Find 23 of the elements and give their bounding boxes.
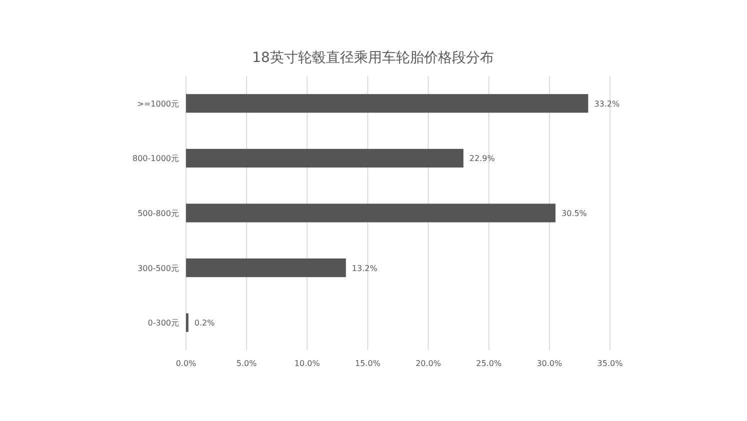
y-tick-label: 800-1000元 bbox=[132, 154, 179, 164]
data-label: 30.5% bbox=[561, 209, 588, 218]
y-tick-label: 300-500元 bbox=[138, 264, 179, 273]
data-label: 0.2% bbox=[194, 318, 216, 328]
bar bbox=[186, 94, 588, 113]
x-tick-label: 30.0% bbox=[536, 359, 563, 368]
data-label: 22.9% bbox=[469, 154, 496, 164]
x-tick-label: 10.0% bbox=[294, 359, 320, 368]
chart-title: 18英寸轮毂直径乘用车轮胎价格段分布 bbox=[252, 50, 494, 66]
bar bbox=[186, 148, 464, 168]
data-label: 33.2% bbox=[594, 99, 620, 108]
bar bbox=[186, 258, 346, 278]
bar bbox=[186, 204, 556, 222]
y-tick-label: 0-300元 bbox=[148, 318, 179, 328]
x-tick-label: 20.0% bbox=[416, 359, 442, 368]
x-tick-label: 5.0% bbox=[236, 359, 258, 368]
data-label: 13.2% bbox=[352, 264, 378, 273]
x-tick-label: 35.0% bbox=[597, 359, 624, 368]
y-tick-label: >=1000元 bbox=[137, 99, 179, 108]
y-tick-label: 500-800元 bbox=[138, 209, 179, 218]
x-tick-label: 25.0% bbox=[476, 359, 502, 368]
x-tick-label: 0.0% bbox=[176, 359, 197, 368]
x-tick-label: 15.0% bbox=[355, 359, 381, 368]
